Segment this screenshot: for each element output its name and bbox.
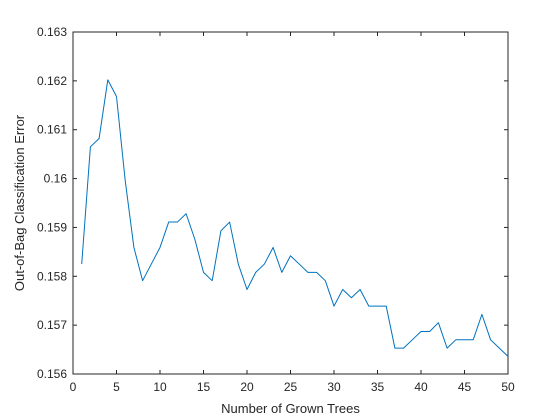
x-tick-label: 35: [371, 380, 385, 394]
y-tick-label: 0.162: [37, 74, 67, 88]
plot-area: [73, 32, 508, 374]
y-tick-label: 0.161: [37, 123, 67, 137]
x-tick-label: 40: [414, 380, 428, 394]
x-axis-label: Number of Grown Trees: [221, 401, 360, 416]
x-tick-label: 45: [458, 380, 472, 394]
x-tick-label: 15: [197, 380, 211, 394]
x-tick-label: 30: [327, 380, 341, 394]
y-tick-label: 0.157: [37, 318, 67, 332]
x-tick-label: 25: [284, 380, 298, 394]
y-tick-label: 0.156: [37, 367, 67, 381]
y-tick-label: 0.16: [44, 172, 68, 186]
y-tick-label: 0.158: [37, 269, 67, 283]
x-tick-label: 20: [240, 380, 254, 394]
x-tick-label: 50: [501, 380, 515, 394]
y-tick-label: 0.163: [37, 25, 67, 39]
x-tick-label: 0: [70, 380, 77, 394]
x-tick-label: 5: [113, 380, 120, 394]
y-axis-label: Out-of-Bag Classification Error: [12, 114, 27, 291]
x-tick-label: 10: [153, 380, 167, 394]
y-tick-label: 0.159: [37, 220, 67, 234]
